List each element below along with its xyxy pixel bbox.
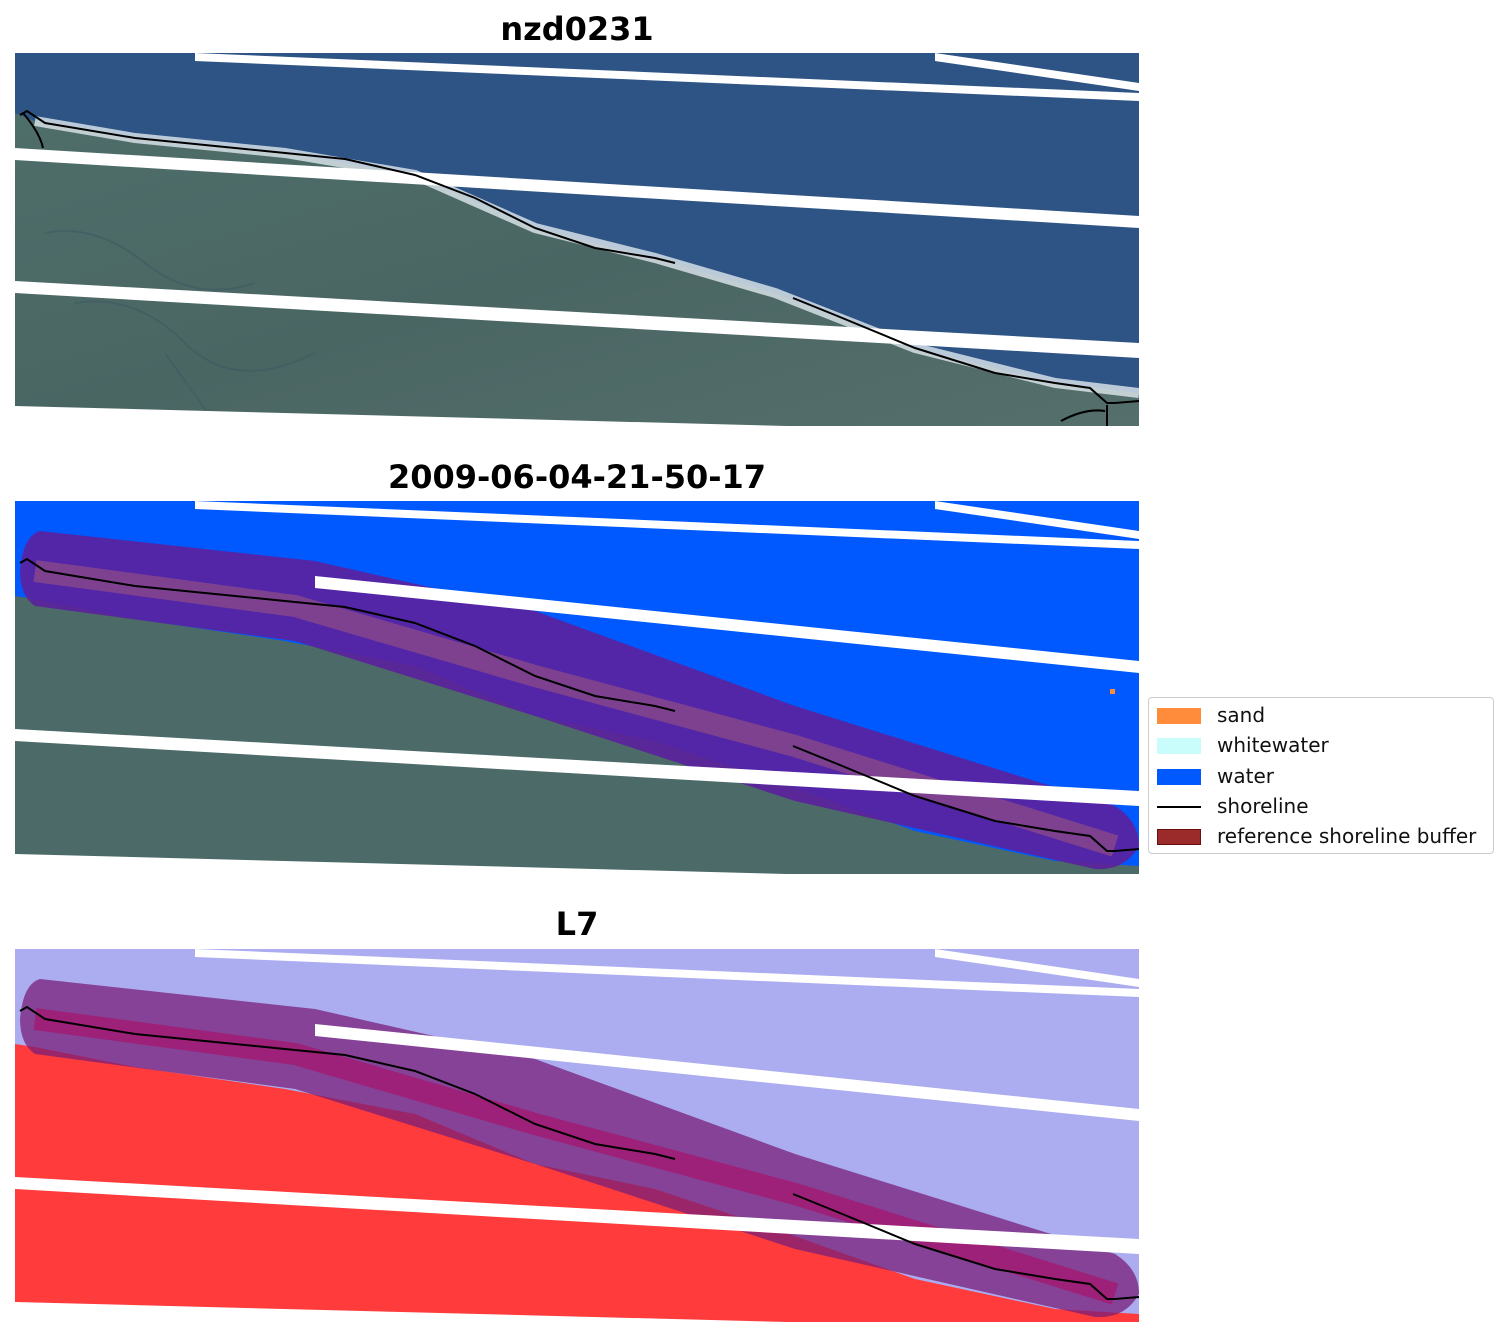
legend-item-water: water <box>1149 761 1493 791</box>
legend: sand whitewater water shoreline referenc… <box>1148 697 1494 854</box>
index-image <box>15 949 1139 1322</box>
legend-label-water: water <box>1217 764 1274 788</box>
sand-swatch <box>1157 708 1201 724</box>
legend-item-shoreline: shoreline <box>1149 791 1493 821</box>
legend-label-shoreline: shoreline <box>1217 794 1309 818</box>
whitewater-swatch <box>1157 738 1201 754</box>
buffer-swatch <box>1157 829 1201 845</box>
legend-label-sand: sand <box>1217 703 1266 727</box>
legend-label-whitewater: whitewater <box>1217 733 1329 757</box>
classified-panel-title: 2009-06-04-21-50-17 <box>387 458 767 496</box>
legend-item-whitewater: whitewater <box>1149 730 1493 760</box>
legend-label-buffer: reference shoreline buffer <box>1217 824 1477 848</box>
legend-item-buffer: reference shoreline buffer <box>1149 821 1493 851</box>
rgb-panel-title: nzd0231 <box>500 10 654 48</box>
rgb-satellite-image <box>15 53 1139 426</box>
classified-image <box>15 501 1139 874</box>
shoreline-line-swatch <box>1157 806 1201 808</box>
index-panel-title: L7 <box>555 905 599 943</box>
water-swatch <box>1157 769 1201 785</box>
legend-item-sand: sand <box>1149 700 1493 730</box>
